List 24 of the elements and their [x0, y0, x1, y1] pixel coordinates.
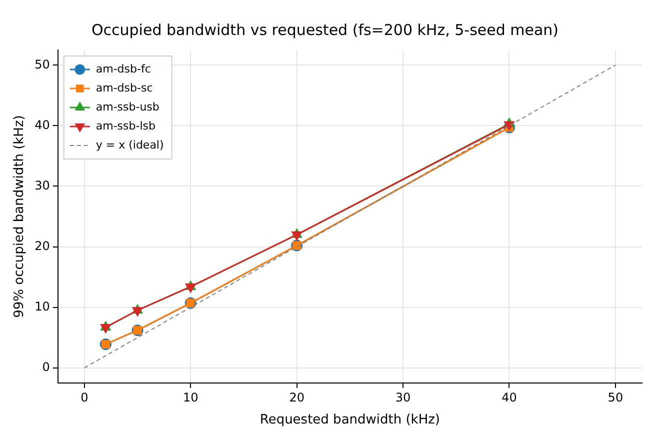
y-tick-label: 0: [42, 360, 50, 374]
legend-label: am-ssb-lsb: [96, 119, 156, 132]
y-tick-label: 40: [34, 118, 50, 132]
point: [292, 231, 302, 240]
x-axis-title: Requested bandwidth (kHz): [260, 412, 440, 428]
point: [132, 307, 143, 316]
x-tick-label: 20: [289, 390, 304, 404]
point: [186, 283, 196, 292]
x-tick-label: 0: [80, 390, 88, 404]
y-tick-label: 50: [34, 57, 50, 72]
y-tick-label: 30: [34, 178, 50, 192]
legend-label: y = x (ideal): [96, 138, 164, 152]
point: [100, 324, 111, 334]
x-tick-label: 50: [608, 390, 624, 404]
y-tick-label: 20: [34, 238, 50, 253]
x-tick-label: 10: [182, 390, 198, 404]
x-tick-label: 30: [395, 390, 411, 404]
legend-label: am-dsb-fc: [96, 62, 151, 76]
x-tick-label: 40: [502, 390, 517, 404]
y-tick-label: 10: [34, 299, 50, 314]
legend-label: am-dsb-sc: [96, 81, 153, 94]
y-axis-title: 99% occupied bandwidth (kHz): [12, 115, 28, 318]
legend-label: am-ssb-usb: [96, 100, 160, 114]
chart-title: Occupied bandwidth vs requested (fs=200 kHz, 5-seed mean): [91, 20, 559, 39]
